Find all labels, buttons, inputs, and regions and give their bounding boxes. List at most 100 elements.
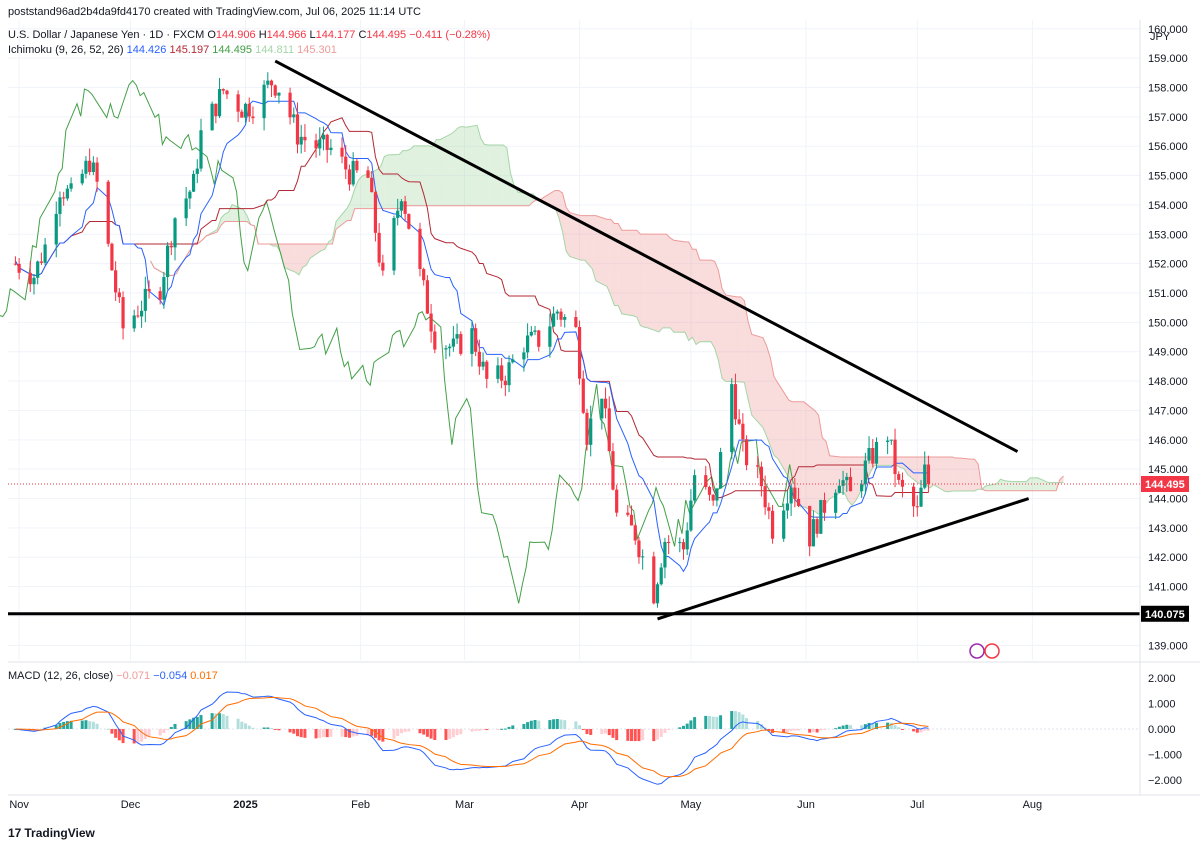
candle-body — [95, 162, 99, 182]
macd-histogram-bar — [221, 714, 225, 729]
candle-body — [693, 475, 697, 501]
macd-histogram-bar — [793, 728, 797, 731]
macd-histogram-bar — [737, 712, 741, 729]
ichimoku-legend[interactable]: Ichimoku (9, 26, 52, 26) 144.426 145.197… — [8, 44, 337, 56]
candle-body — [511, 359, 515, 363]
macd-histogram-bar — [730, 711, 734, 729]
candle-body — [28, 272, 32, 285]
candle-body — [236, 94, 240, 112]
candle — [377, 223, 381, 267]
macd-histogram-bar — [789, 728, 793, 732]
ichimoku-conversion-value: 144.426 — [126, 44, 167, 56]
macd-histogram-bar — [117, 728, 121, 741]
x-tick-label: 2025 — [233, 799, 257, 811]
candle-body — [214, 103, 218, 117]
macd-histogram-bar — [733, 711, 737, 729]
cloud-segment — [955, 458, 960, 492]
candle — [663, 537, 667, 579]
y-tick-label: 156.000 — [1148, 141, 1188, 153]
candle — [84, 156, 88, 179]
candle — [845, 472, 849, 492]
macd-histogram-bar — [500, 728, 504, 730]
candle-body — [470, 328, 474, 354]
cloud-segment — [1004, 480, 1008, 491]
cloud-segment — [595, 215, 608, 287]
candle-body — [626, 512, 630, 515]
cloud-segment — [414, 145, 426, 206]
macd-legend[interactable]: MACD (12, 26, close) −0.071 −0.054 0.017 — [8, 670, 218, 682]
y-tick-label: 148.000 — [1148, 376, 1188, 388]
cloud-segment — [1048, 482, 1053, 491]
tradingview-brand[interactable]: 17 TradingView — [8, 826, 95, 840]
cloud-segment — [777, 382, 789, 478]
macd-histogram-bar — [403, 728, 407, 732]
candle-body — [926, 464, 931, 484]
candle — [900, 472, 905, 498]
cloud-segment — [462, 126, 466, 206]
ichimoku-span-b-value: 145.301 — [297, 44, 337, 56]
lightning-event-icon — [969, 643, 985, 659]
candle-body — [433, 331, 437, 350]
candle-body — [262, 84, 266, 119]
candle — [422, 267, 426, 286]
candle — [165, 242, 170, 290]
cloud-segment — [1022, 481, 1027, 491]
cloud-segment — [592, 215, 596, 281]
cloud-segment — [243, 209, 248, 222]
candle — [503, 375, 507, 397]
candle-body — [344, 156, 348, 170]
macd-histogram-bar — [54, 725, 58, 729]
cloud-segment — [803, 401, 815, 512]
candle — [396, 198, 400, 226]
cloud-segment — [284, 243, 296, 273]
cloud-segment — [822, 437, 827, 512]
candle-body — [329, 147, 333, 151]
macd-histogram-bar — [314, 728, 318, 739]
candle — [169, 240, 173, 256]
candle-body — [199, 130, 203, 169]
cloud-segment — [399, 150, 403, 209]
candle-body — [147, 288, 151, 292]
candle-body — [32, 277, 36, 285]
base-line — [14, 117, 929, 499]
cloud-segment — [670, 237, 674, 333]
candle-body — [347, 169, 352, 185]
candle — [533, 325, 537, 336]
candle-body — [243, 103, 248, 118]
candle — [58, 191, 62, 227]
macd-histogram-bar — [604, 728, 608, 734]
candle — [837, 479, 841, 494]
candle — [221, 88, 225, 95]
candle — [407, 213, 411, 230]
candle-body — [796, 498, 801, 506]
macd-histogram-bar — [329, 728, 333, 737]
candle-body — [689, 500, 693, 531]
macd-histogram-bar — [295, 728, 299, 737]
candle-body — [377, 232, 381, 263]
candle-body — [373, 192, 378, 233]
candle-body — [240, 111, 244, 118]
candle — [633, 523, 637, 545]
cloud-segment — [432, 139, 437, 206]
candle — [711, 493, 715, 506]
cloud-segment — [640, 234, 645, 328]
y-tick-label: 150.000 — [1148, 317, 1188, 329]
candle-body — [789, 487, 793, 504]
candle-body — [355, 160, 359, 171]
candle-body — [867, 447, 871, 461]
cloud-segment — [644, 234, 648, 328]
y-tick-label: 145.000 — [1148, 464, 1188, 476]
macd-histogram-bar — [169, 726, 173, 729]
candle-body — [707, 487, 712, 495]
macd-histogram-bar — [247, 725, 251, 729]
y-tick-label: 147.000 — [1148, 405, 1188, 417]
macd-histogram-bar — [926, 728, 930, 731]
candle — [392, 215, 396, 276]
macd-line — [15, 691, 929, 785]
candle — [54, 201, 58, 258]
candle — [444, 345, 448, 360]
candle — [678, 537, 682, 553]
symbol-title[interactable]: U.S. Dollar / Japanese Yen · 1D · FXCM — [8, 29, 205, 41]
candle — [418, 222, 422, 277]
candle — [329, 139, 333, 156]
